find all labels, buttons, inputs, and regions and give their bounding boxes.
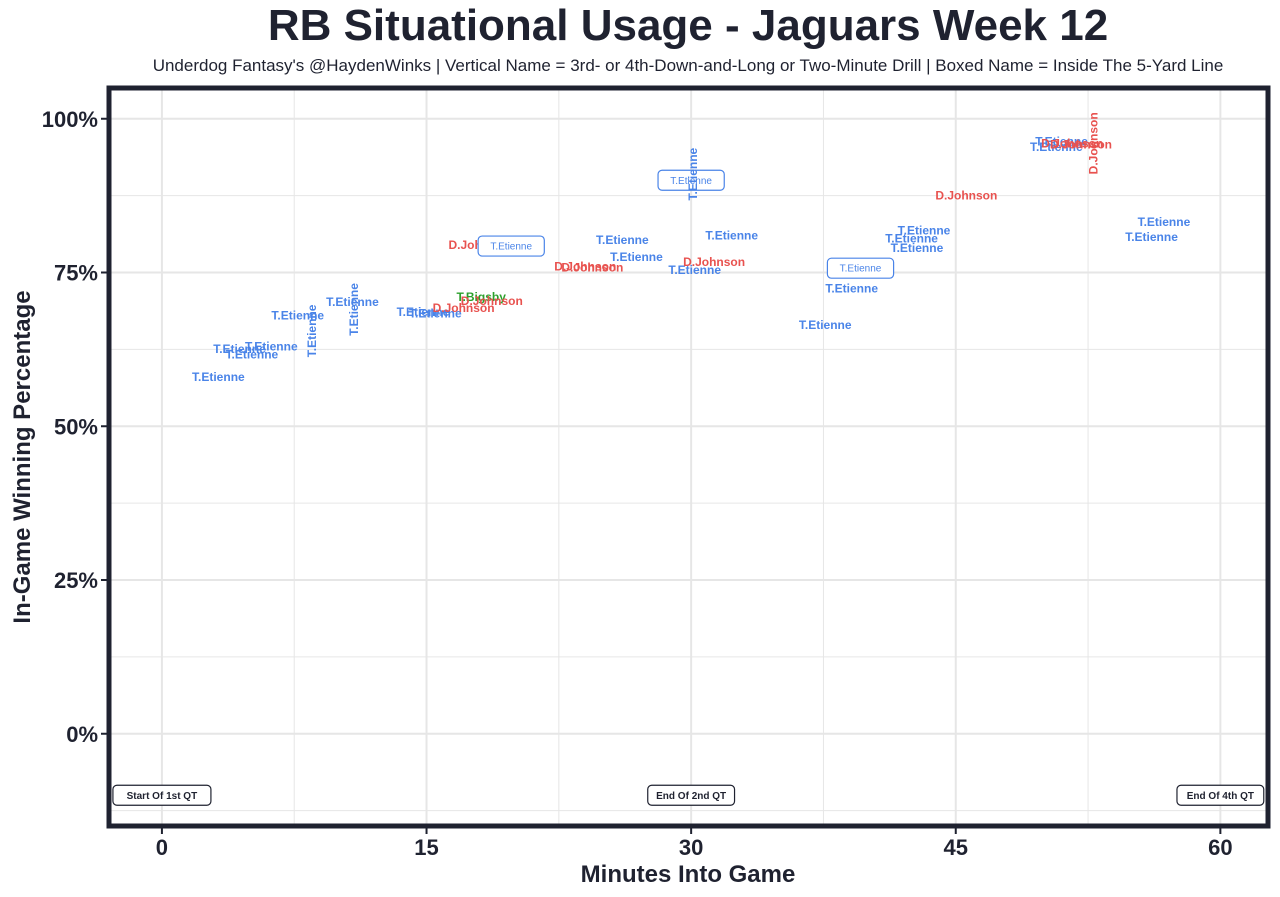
plot-frame <box>106 85 1271 829</box>
data-point: T.Etienne <box>192 370 245 384</box>
quarter-marker-box <box>647 784 736 806</box>
y-axis-label: In-Game Winning Percentage <box>9 290 36 623</box>
x-tick-label: 45 <box>944 835 968 860</box>
data-point: T.Etienne <box>213 342 266 356</box>
data-point: T.Etienne <box>891 241 944 255</box>
data-point-label: T.Etienne <box>490 242 532 253</box>
data-points: T.EtienneT.EtienneT.EtienneT.EtienneT.Et… <box>192 112 1191 384</box>
chart-subtitle: Underdog Fantasy's @HaydenWinks | Vertic… <box>152 56 1224 75</box>
data-point-boxed: T.Etienne <box>657 169 725 191</box>
data-point: T.Etienne <box>705 229 758 243</box>
data-point: T.Etienne <box>245 339 298 353</box>
chart-title: RB Situational Usage - Jaguars Week 12 <box>267 1 1109 50</box>
data-point: D.Johnson <box>935 189 997 203</box>
x-tick-label: 60 <box>1208 835 1232 860</box>
quarter-marker: End Of 2nd QT <box>647 784 736 806</box>
data-point: T.Etienne <box>1125 230 1178 244</box>
y-tick-label: 25% <box>54 568 98 593</box>
quarter-markers: Start Of 1st QT End Of 2nd QT End Of 4th Q… <box>112 784 1265 806</box>
data-point: T.Etienne <box>898 224 951 238</box>
data-point: D.Johnson <box>561 261 623 275</box>
data-point: T.Etienne <box>668 263 721 277</box>
data-point: D.Johnson <box>433 301 495 315</box>
data-point: T.Etienne <box>1030 140 1083 154</box>
data-point-boxed: T.Etienne <box>477 235 545 257</box>
data-point-vertical: T.Etienne <box>305 304 319 357</box>
y-tick-label: 50% <box>54 414 98 439</box>
x-tick-label: 30 <box>679 835 703 860</box>
data-point: T.Etienne <box>799 318 852 332</box>
data-point: T.Bigsby <box>457 290 507 304</box>
y-tick-label: 75% <box>54 261 98 286</box>
data-point-boxed: T.Etienne <box>826 257 895 279</box>
data-point: T.Etienne <box>409 307 462 321</box>
quarter-marker-label: Start Of 1st QT <box>127 791 198 802</box>
quarter-marker-label: End Of 2nd QT <box>656 791 726 802</box>
data-point-box <box>657 169 725 191</box>
data-point: T.Etienne <box>326 295 379 309</box>
axes: 0 15 30 45 60 0% 25% 50% 75% 100% <box>42 107 1233 860</box>
data-point: T.Etienne <box>610 250 663 264</box>
data-point: T.Etienne <box>397 305 450 319</box>
data-point: T.Etienne <box>1138 215 1191 229</box>
data-point: T.Etienne <box>596 233 649 247</box>
y-tick-label: 0% <box>66 722 98 747</box>
x-axis-label: Minutes Into Game <box>581 861 796 888</box>
quarter-marker-label: End Of 4th QT <box>1187 791 1254 802</box>
quarter-marker: End Of 4th QT <box>1176 784 1265 806</box>
grid-lines <box>109 88 1268 826</box>
data-point: D.Johnson <box>683 255 745 269</box>
quarter-marker-box <box>1176 784 1265 806</box>
x-tick-label: 15 <box>414 835 438 860</box>
y-tick-label: 100% <box>42 107 98 132</box>
data-point: T.Etienne <box>271 309 324 323</box>
data-point: D.Johnson <box>1050 138 1112 152</box>
data-point: T.Etienne <box>226 347 279 361</box>
quarter-marker: Start Of 1st QT <box>112 784 212 806</box>
data-point: D.Johnson <box>461 294 523 308</box>
data-point-box <box>826 257 895 279</box>
data-point: T.Etienne <box>885 232 938 246</box>
data-point-label: T.Etienne <box>840 264 882 275</box>
data-point: T.Etienne <box>1035 135 1088 149</box>
data-point: D.Johnson <box>1041 136 1103 150</box>
quarter-marker-box <box>112 784 212 806</box>
data-point-box <box>477 235 545 257</box>
data-point-vertical: T.Etienne <box>347 283 361 336</box>
data-point: T.Etienne <box>825 281 878 295</box>
x-tick-label: 0 <box>156 835 168 860</box>
data-point-label: T.Etienne <box>670 176 712 187</box>
data-point: D.Johnson <box>554 259 616 273</box>
data-point-vertical: T.Etienne <box>686 147 700 200</box>
data-point-vertical: D.Johnson <box>1086 112 1100 174</box>
